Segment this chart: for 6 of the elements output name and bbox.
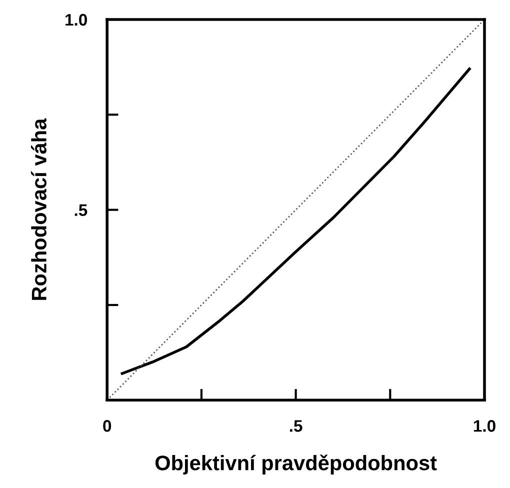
line-series xyxy=(120,68,471,375)
x-tick-label: .5 xyxy=(290,420,302,432)
x-tick-label: 1.0 xyxy=(474,420,496,432)
y-axis-title: Rozhodovací váha xyxy=(30,118,46,300)
x-axis-title: Objektivní pravděpodobnost xyxy=(155,454,437,474)
x-tick-label: 0 xyxy=(103,420,112,432)
